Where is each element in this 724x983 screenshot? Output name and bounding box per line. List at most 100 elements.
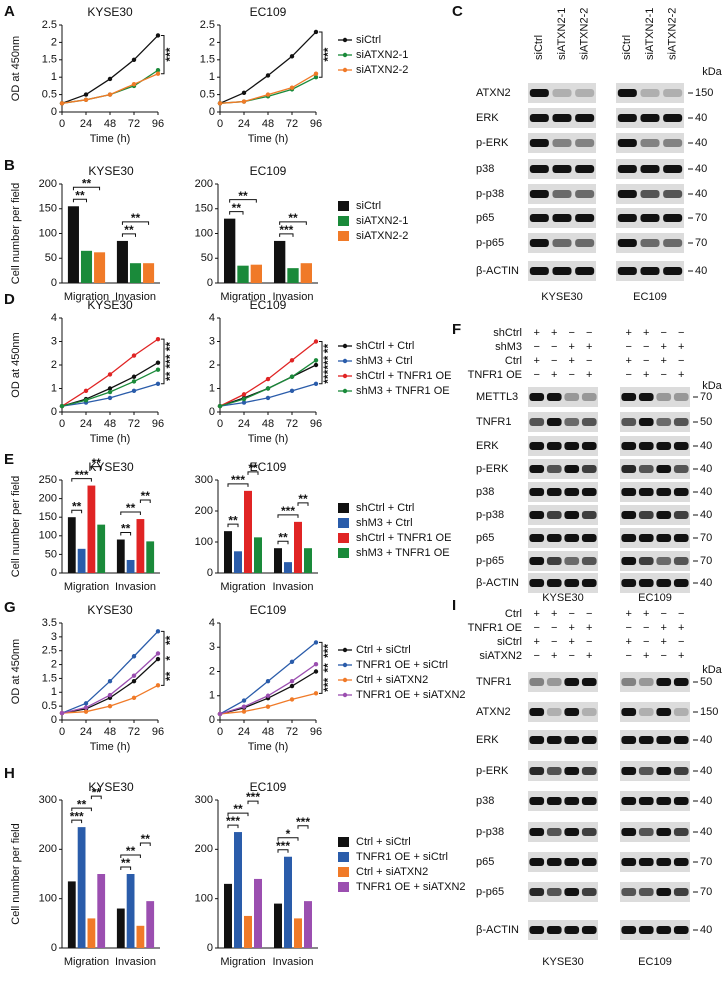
blot-band <box>673 465 689 473</box>
blot-band <box>621 442 637 450</box>
marker-label: 40 <box>700 509 712 521</box>
condition-sign: − <box>643 636 649 648</box>
significance-bracket <box>227 483 249 487</box>
condition-label: TNFR1 OE <box>468 369 522 381</box>
blot-band <box>529 678 545 686</box>
point <box>313 339 319 344</box>
point <box>155 68 161 73</box>
blot-strip <box>620 436 690 456</box>
point <box>155 360 161 365</box>
legend-label: TNFR1 OE + siCtrl <box>356 659 448 671</box>
point <box>241 90 247 96</box>
legend-label: shCtrl + Ctrl <box>356 340 414 352</box>
blot-band <box>581 797 597 805</box>
condition-sign: + <box>586 650 592 662</box>
condition-sign: − <box>661 369 667 381</box>
point <box>313 362 319 368</box>
unit-label: kDa <box>702 664 722 676</box>
bar <box>224 218 236 283</box>
condition-label: shCtrl <box>493 327 522 339</box>
chart-title: EC109 <box>250 603 287 617</box>
blot-band <box>546 858 562 866</box>
lane-label: siCtrl <box>533 35 545 60</box>
x-tick-label: 24 <box>238 726 250 738</box>
x-tick-label: 96 <box>310 726 322 738</box>
condition-sign: − <box>643 355 649 367</box>
blot-band <box>581 393 597 401</box>
significance: ** <box>238 189 248 203</box>
y-tick-label: 200 <box>195 178 213 190</box>
condition-sign: + <box>661 636 667 648</box>
point <box>155 683 161 688</box>
blot-strip <box>528 528 598 548</box>
blot-band <box>656 393 672 401</box>
y-tick-label: 2.5 <box>200 19 215 31</box>
x-tick-label: Invasion <box>273 956 314 968</box>
significance: ** <box>232 201 242 215</box>
marker-label: 40 <box>700 734 712 746</box>
x-tick-label: 0 <box>217 726 223 738</box>
bar <box>146 901 155 948</box>
y-tick-label: 300 <box>195 474 213 486</box>
marker-label: 40 <box>700 463 712 475</box>
x-tick-label: Invasion <box>115 291 156 303</box>
blot-strip <box>528 730 598 750</box>
point <box>131 374 137 379</box>
blot-band <box>564 736 580 744</box>
point <box>131 679 137 684</box>
blot-strip <box>528 672 598 692</box>
blot-band <box>552 239 572 247</box>
point <box>131 654 137 659</box>
point <box>289 85 295 90</box>
blot-band <box>546 442 562 450</box>
point <box>313 662 319 667</box>
x-tick-label: 72 <box>286 118 298 130</box>
protein-label: β-ACTIN <box>476 924 519 936</box>
blot-band <box>638 534 654 542</box>
point <box>313 71 319 76</box>
condition-sign: + <box>534 355 540 367</box>
blot-band <box>621 828 637 836</box>
blot-band <box>663 267 683 275</box>
significance: *** <box>321 355 335 369</box>
significance: ** <box>163 635 177 645</box>
significance-bracket <box>227 523 239 528</box>
marker-label: 70 <box>700 391 712 403</box>
condition-sign: + <box>661 355 667 367</box>
x-tick-label: Migration <box>64 956 109 968</box>
blot-band <box>673 418 689 426</box>
point <box>155 71 161 76</box>
significance: ** <box>126 844 136 858</box>
blot-strip <box>528 459 598 479</box>
blot-band <box>621 534 637 542</box>
blot-band <box>656 418 672 426</box>
blot-strip <box>620 528 690 548</box>
y-tick-label: 1.5 <box>42 54 57 66</box>
bar <box>116 539 125 573</box>
significance-bracket <box>279 221 307 225</box>
condition-sign: + <box>643 327 649 339</box>
marker-label: 70 <box>695 212 707 224</box>
blot-band <box>529 190 549 198</box>
legend-swatch <box>338 837 349 847</box>
legend-swatch <box>338 518 349 528</box>
y-tick-label: 150 <box>39 203 57 215</box>
bar <box>67 206 79 283</box>
protein-label: p-p38 <box>476 188 504 200</box>
blot-band <box>546 393 562 401</box>
condition-sign: + <box>534 608 540 620</box>
condition-sign: − <box>534 650 540 662</box>
blot-band <box>546 418 562 426</box>
significance: ** <box>298 492 308 506</box>
bar <box>77 827 86 948</box>
marker-label: 70 <box>700 532 712 544</box>
condition-sign: − <box>551 355 557 367</box>
blot-band <box>621 579 637 587</box>
marker-label: 70 <box>700 555 712 567</box>
bar <box>237 265 249 283</box>
blot-band <box>564 767 580 775</box>
x-axis-label: Time (h) <box>90 133 131 145</box>
condition-sign: + <box>661 341 667 353</box>
x-tick-label: 0 <box>59 726 65 738</box>
blot-band <box>621 465 637 473</box>
